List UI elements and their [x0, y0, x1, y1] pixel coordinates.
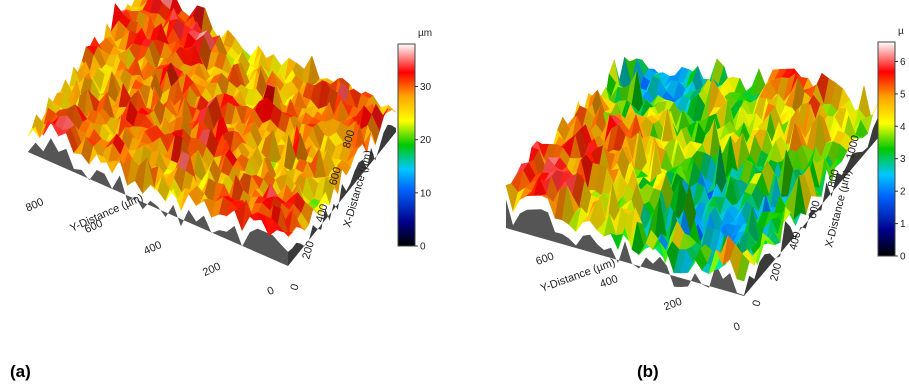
colorbar-b-ticks: 0 1 2 3 4 5 6 [895, 57, 906, 263]
panel-label-b: (b) [637, 362, 659, 381]
floor-wall-right [288, 124, 396, 266]
surface-a-y-axis-label: Y-Distance (µm) [68, 192, 145, 235]
colorbar-tick-label: 30 [420, 82, 432, 93]
y-distance-tick-label: 200 [201, 261, 223, 279]
floor-wall-front [506, 199, 744, 296]
surface-a-mesh [27, 0, 397, 238]
colorbar-tick-label: 4 [900, 122, 906, 133]
x-distance-tick-label: 600 [327, 166, 344, 187]
y-distance-tick-label: 400 [142, 239, 164, 257]
y-distance-tick-label: 0 [732, 320, 742, 333]
y-distance-tick-label: 800 [24, 196, 46, 214]
surface-facet [280, 227, 294, 237]
colorbar-b: µ 0 1 2 3 4 5 6 [877, 26, 906, 263]
y-distance-tick-label: 200 [662, 296, 683, 314]
floor-wall-front [28, 138, 288, 266]
x-distance-tick-label: 200 [768, 262, 784, 283]
x-distance-tick-label: 200 [300, 240, 317, 261]
x-distance-tick-label: 400 [314, 203, 331, 224]
x-distance-tick-label: 600 [807, 199, 823, 220]
colorbar-a-unit: µm [418, 28, 432, 39]
colorbar-tick-label: 5 [900, 89, 906, 100]
x-distance-tick-label: 400 [787, 231, 803, 252]
surface-b-floor [506, 117, 878, 296]
x-distance-tick-label: 0 [751, 299, 764, 308]
colorbar-a-ticks: 0 10 20 30 [415, 82, 432, 253]
x-distance-tick-label: 800 [826, 168, 842, 189]
surface-facet [610, 233, 624, 250]
x-distance-tick-label: 1000 [844, 134, 862, 161]
colorbar-a-gradient [397, 43, 416, 247]
y-distance-tick-label: 600 [534, 250, 555, 268]
colorbar-b-unit: µ [898, 26, 904, 37]
colorbar-tick-label: 20 [420, 135, 432, 146]
floor-wall-right [744, 117, 878, 296]
colorbar-tick-label: 10 [420, 188, 432, 199]
colorbar-tick-label: 3 [900, 154, 906, 165]
x-distance-tick-label: 800 [341, 129, 358, 150]
panel-label-a: (a) [10, 362, 31, 381]
surface-facet [736, 253, 750, 282]
colorbar-tick-label: 6 [900, 57, 906, 68]
surface-a-floor [28, 124, 396, 266]
surface-b-mesh [505, 56, 879, 282]
colorbar-tick-label: 1 [900, 219, 906, 230]
colorbar-tick-label: 0 [900, 252, 906, 263]
y-distance-tick-label: 0 [266, 285, 276, 298]
colorbar-a: µm 0 10 20 30 [397, 28, 432, 253]
y-distance-tick-label: 400 [598, 273, 619, 291]
x-distance-tick-label: 0 [289, 283, 302, 292]
surface-facet [158, 0, 165, 4]
colorbar-b-gradient [877, 41, 896, 257]
colorbar-tick-label: 0 [420, 242, 426, 253]
colorbar-tick-label: 2 [900, 187, 906, 198]
